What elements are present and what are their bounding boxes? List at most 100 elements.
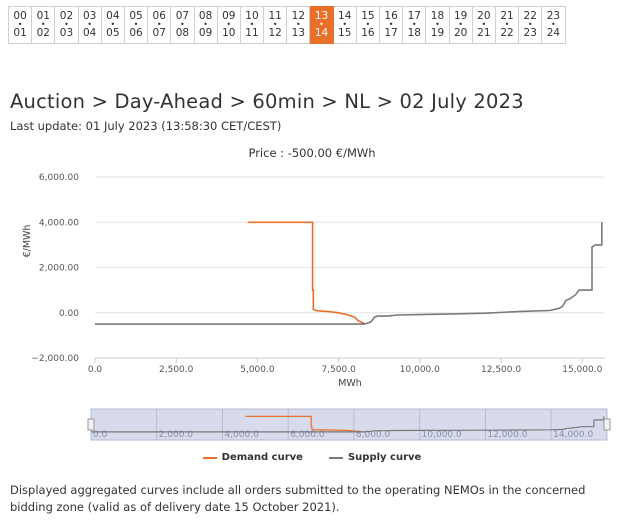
hour-tab[interactable]: 12 • 13	[287, 6, 311, 44]
demand-swatch	[202, 456, 217, 459]
hour-end: 04	[82, 27, 97, 39]
hour-start: 00	[13, 10, 27, 22]
navigator-left-handle[interactable]	[87, 418, 95, 431]
hour-end: 05	[106, 27, 120, 39]
navigator-tick-label: 8,000.0	[356, 430, 391, 440]
hour-end: 23	[523, 27, 537, 39]
supply-navigator-line	[91, 416, 605, 433]
x-tick-label: 2,500.0	[159, 365, 194, 375]
hour-tab[interactable]: 01 • 02	[32, 6, 56, 44]
y-tick-label: −2,000.00	[31, 354, 79, 364]
hour-tab[interactable]: 16 • 17	[380, 6, 404, 44]
hour-end: 03	[59, 27, 74, 39]
chart-title: Price : -500.00 €/MWh	[248, 146, 376, 160]
navigator-right-handle[interactable]	[603, 418, 611, 431]
y-tick-label: 4,000.00	[39, 218, 79, 228]
navigator-tick-label: 0.0	[93, 430, 108, 440]
x-tick-label: 7,500.0	[321, 365, 356, 375]
hour-tab[interactable]: 11 • 12	[264, 6, 288, 44]
hour-separator-dot: •	[133, 20, 139, 29]
hour-tab[interactable]: 09 • 10	[217, 6, 241, 44]
hour-tab[interactable]: 14 • 15	[333, 6, 357, 44]
supply-curve-line	[95, 222, 603, 325]
hour-separator-dot: •	[319, 20, 324, 29]
hour-start: 07	[175, 10, 190, 22]
legend: Demand curve Supply curve	[0, 452, 624, 463]
hour-tab[interactable]: 04 • 05	[101, 6, 125, 44]
hour-separator-dot: •	[226, 20, 232, 29]
hour-end: 21	[477, 27, 491, 39]
hour-end: 19	[430, 27, 445, 39]
hour-tab[interactable]: 15 • 16	[356, 6, 380, 44]
hour-start: 08	[198, 10, 213, 22]
y-axis-label: €/MWh	[22, 225, 33, 258]
x-tick-label: 0.0	[88, 365, 103, 375]
hour-tab[interactable]: 02 • 03	[55, 6, 79, 44]
hour-tab[interactable]: 21 • 22	[495, 6, 520, 44]
footnote: Displayed aggregated curves include all …	[10, 483, 586, 514]
navigator-window[interactable]	[90, 408, 608, 441]
x-tick-label: 5,000.0	[240, 365, 275, 375]
hour-start: 16	[384, 10, 398, 22]
hour-start: 20	[477, 10, 491, 22]
hour-end: 17	[384, 27, 398, 39]
navigator[interactable]: 0.0 2,000.0 4,000.0 6,000.0 8,000.0 10,000.0 1…	[87, 408, 611, 441]
hour-tab[interactable]: 13 • 14	[310, 6, 334, 44]
hour-start: 14	[338, 10, 352, 22]
supply-swatch	[328, 456, 343, 459]
hour-start: 19	[453, 10, 468, 22]
navigator-tick-label: 10,000.0	[422, 430, 462, 440]
hour-end: 02	[36, 27, 50, 39]
page-title: Auction > Day-Ahead > 60min > NL > 02 Ju…	[10, 90, 524, 113]
hour-tab[interactable]: 19 • 20	[449, 6, 473, 44]
y-tick-label: 6,000.00	[39, 173, 79, 183]
hour-separator-dot: •	[110, 20, 116, 29]
navigator-tick-label: 6,000.0	[290, 430, 325, 440]
hour-end: 07	[152, 27, 166, 39]
hour-tab[interactable]: 06 • 07	[148, 6, 172, 44]
hour-end: 15	[338, 27, 352, 39]
hour-start: 23	[546, 10, 561, 22]
hour-end: 08	[175, 27, 190, 39]
hour-tab[interactable]: 17 • 18	[403, 6, 427, 44]
hour-tab[interactable]: 20 • 21	[472, 6, 496, 44]
hour-tab[interactable]: 18 • 19	[426, 6, 450, 44]
hour-start: 05	[129, 10, 143, 22]
hour-start: 15	[361, 10, 375, 22]
hour-tab[interactable]: 03 • 04	[78, 6, 102, 44]
x-ticks: 0.0 2,500.0 5,000.0 7,500.0 10,000.0 12,500.0…	[88, 357, 605, 375]
legend-supply[interactable]: Supply curve	[328, 452, 422, 463]
hour-end: 24	[546, 27, 561, 39]
hour-end: 06	[129, 27, 143, 39]
hour-tab[interactable]: 23 • 24	[542, 6, 566, 44]
hour-separator-dot: •	[64, 20, 69, 29]
hour-separator-dot: •	[481, 20, 487, 29]
hour-separator-dot: •	[40, 20, 46, 29]
navigator-ticks: 0.0 2,000.0 4,000.0 6,000.0 8,000.0 10,000.0 1…	[90, 409, 593, 440]
hour-tab[interactable]: 10 • 11	[240, 6, 265, 44]
hour-tab[interactable]: 22 • 23	[519, 6, 543, 44]
hour-tab[interactable]: 08 • 09	[194, 6, 218, 44]
hour-end: 20	[453, 27, 468, 39]
hour-separator-dot: •	[411, 20, 417, 29]
hour-selector: 00 • 01 01 • 02 02 • 03 03 • 04 04 • 05 05 • 06 06 • 07 07 • 08…	[8, 6, 566, 44]
legend-supply-label: Supply curve	[347, 452, 422, 463]
hour-start: 10	[245, 10, 259, 22]
legend-demand-label: Demand curve	[221, 452, 303, 463]
hour-separator-dot: •	[388, 20, 394, 29]
hour-end: 01	[13, 27, 27, 39]
hour-tab[interactable]: 07 • 08	[171, 6, 195, 44]
hour-tab[interactable]: 05 • 06	[124, 6, 149, 44]
hour-start: 22	[523, 10, 537, 22]
hour-separator-dot: •	[551, 20, 556, 29]
hour-separator-dot: •	[458, 20, 464, 29]
navigator-series	[91, 415, 605, 433]
hour-end: 09	[198, 27, 213, 39]
legend-demand[interactable]: Demand curve	[202, 452, 303, 463]
series-lines	[95, 221, 603, 325]
hour-separator-dot: •	[87, 20, 93, 29]
hour-tab[interactable]: 00 • 01	[9, 6, 33, 44]
hour-separator-dot: •	[435, 20, 440, 29]
hour-separator-dot: •	[17, 20, 23, 29]
hour-separator-dot: •	[272, 20, 278, 29]
